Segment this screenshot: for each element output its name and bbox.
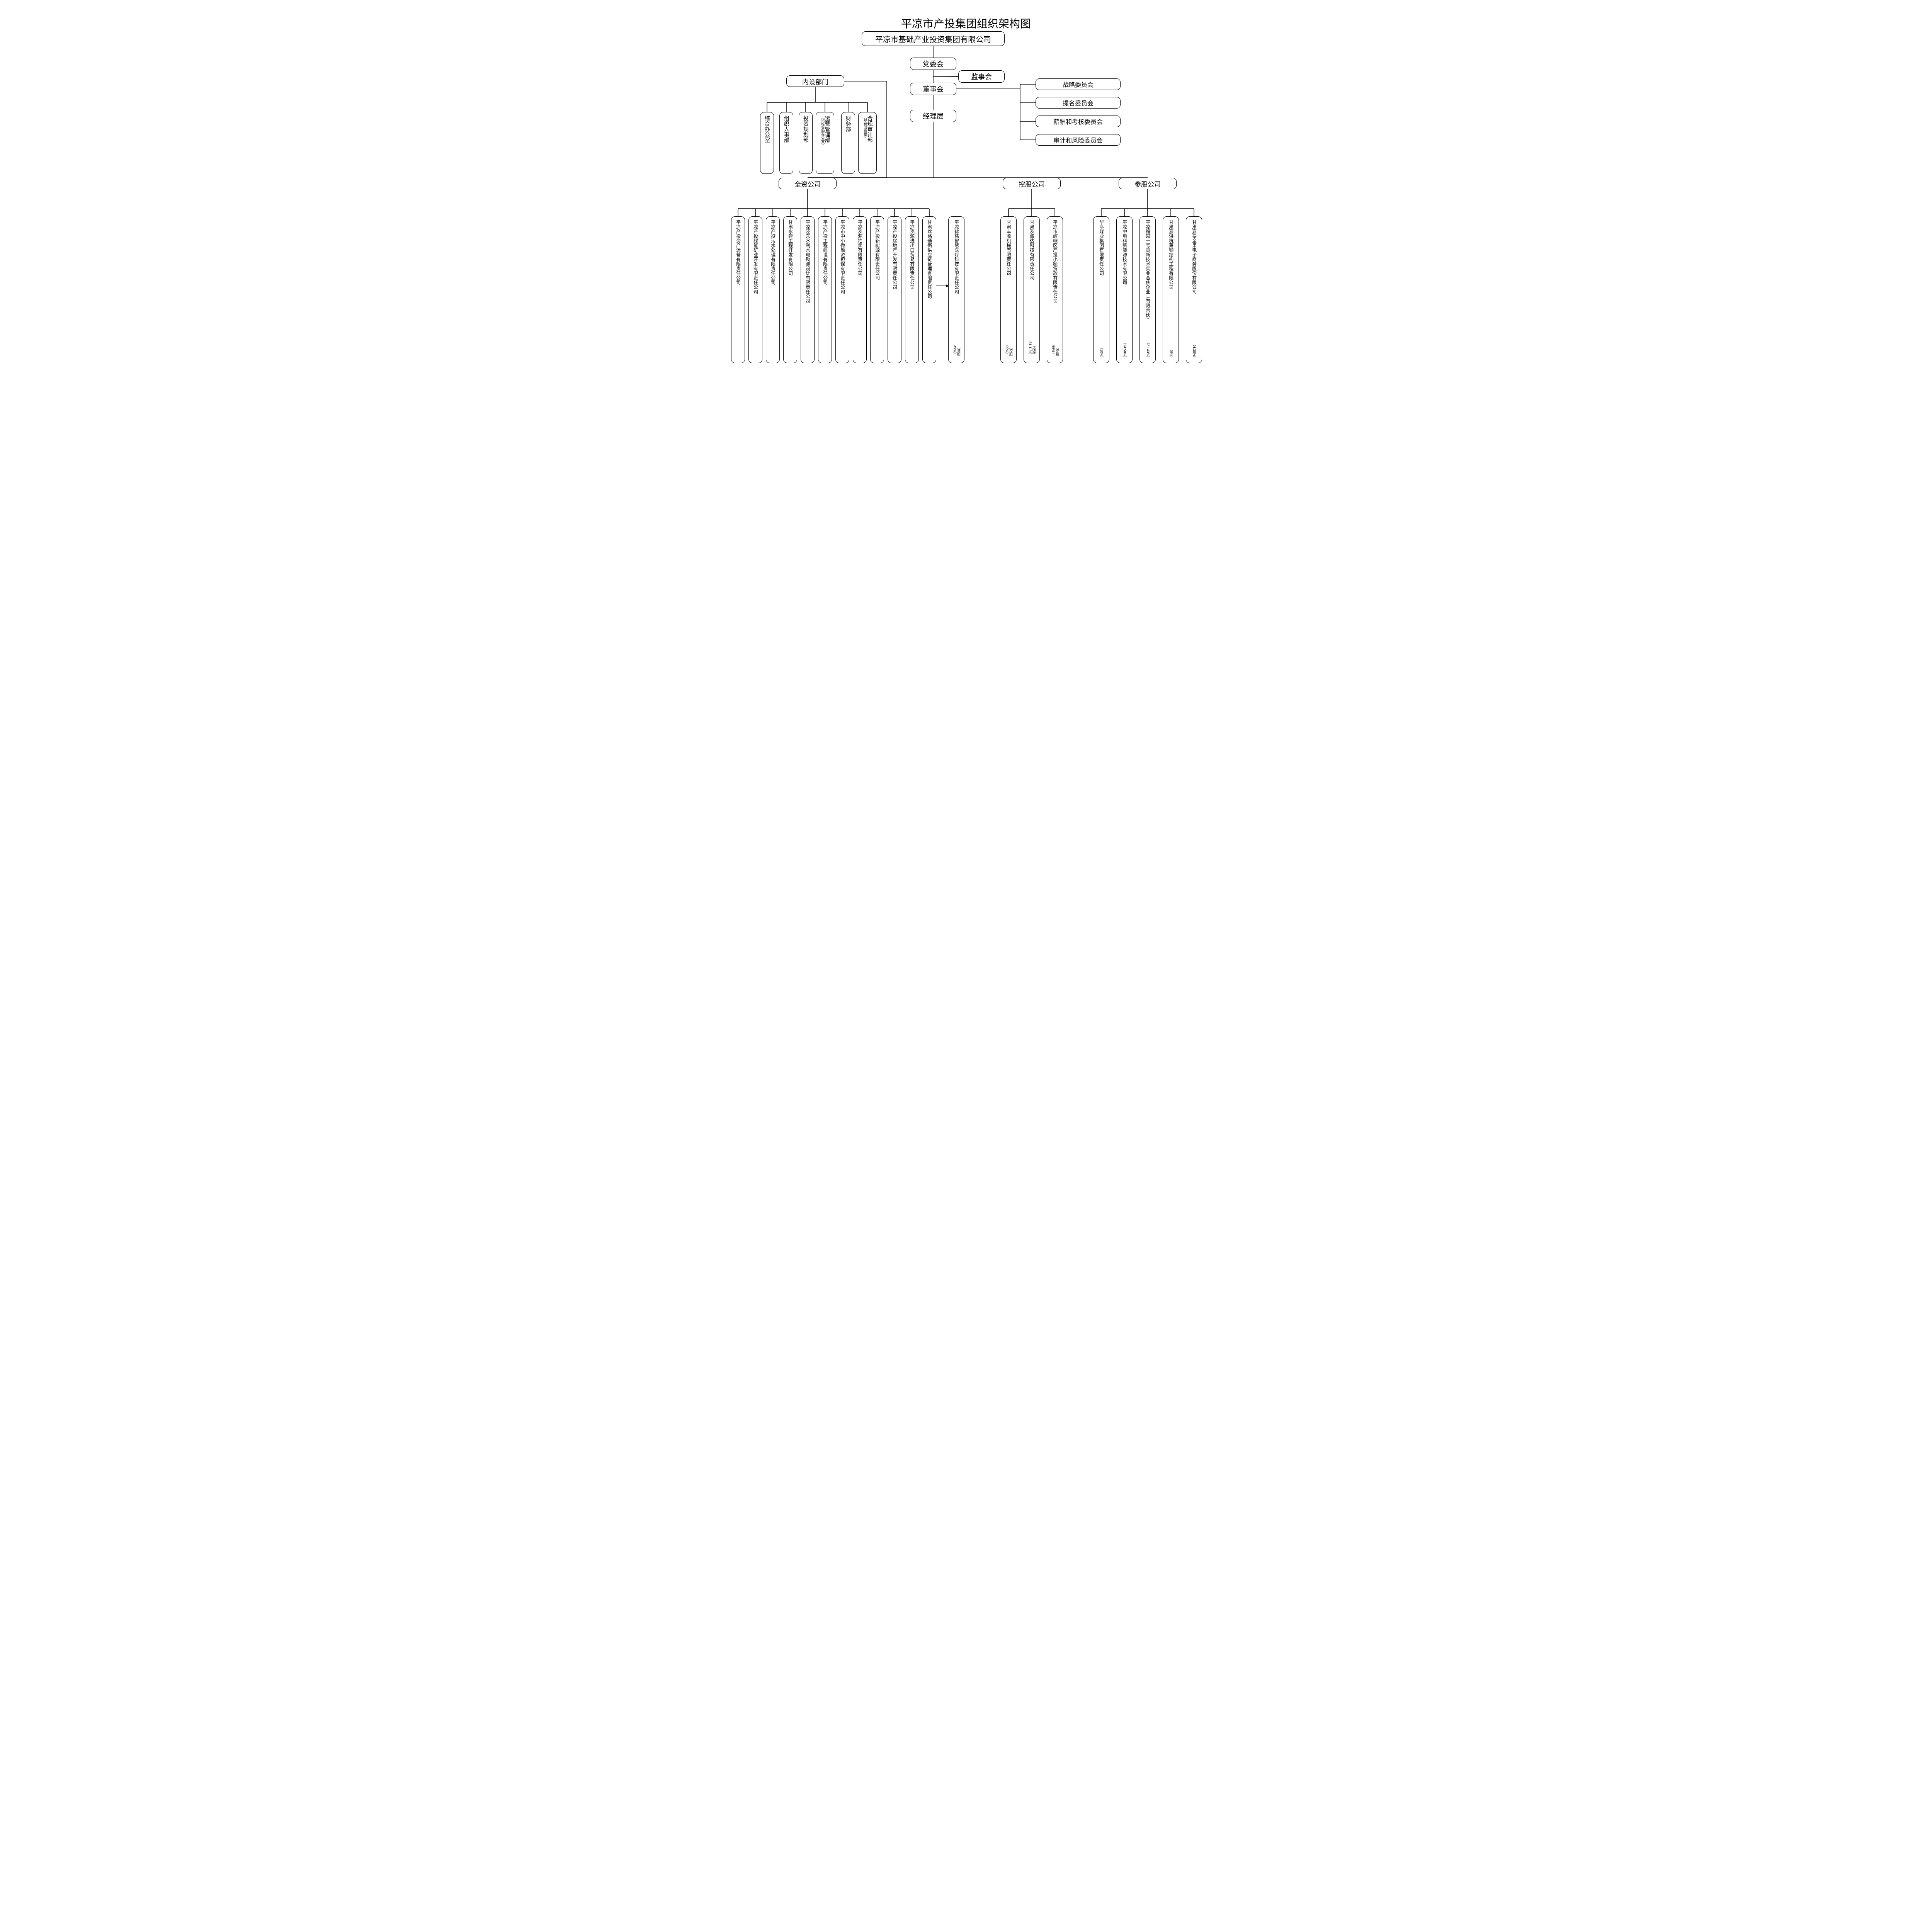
node-root: 平凉市基础产业投资集团有限公司 xyxy=(862,31,1005,46)
node-holding-header: 控股公司 xyxy=(1003,178,1061,189)
node-label: 平凉产投绿能矿业开发有限责任公司 xyxy=(753,220,758,294)
node-equity-item-1: 平凉中电科新能源技术有限公司 （14.58%） xyxy=(1116,216,1133,363)
node-committee-1: 提名委员会 xyxy=(1036,97,1121,109)
node-percentage: （14.58%） xyxy=(1122,341,1126,360)
node-committee-3: 审计和风险委员会 xyxy=(1036,134,1121,146)
node-percentage: （控股61.11%） xyxy=(1028,338,1036,360)
node-label: 平凉产投工程建设有限责任公司 xyxy=(822,220,827,285)
node-label: 甘肃水建工程开发有限公司 xyxy=(787,220,793,275)
node-side-target: 平凉佛慈智慧医疗科技有限责任公司 （参股49%） xyxy=(948,216,964,363)
node-label: 财务部 xyxy=(845,116,851,132)
node-wholly-owned-item-1: 平凉产投绿能矿业开发有限责任公司 xyxy=(748,216,762,363)
node-wholly-owned-item-10: 平凉泓源进出口贸易有限责任公司 xyxy=(905,216,919,363)
node-equity-item-3: 甘肃嘉洪杭萧钢结构工程有限公司 （5%） xyxy=(1163,216,1179,363)
node-wholly-owned-item-4: 平凉泾东水利水电勘测设计有限责任公司 xyxy=(801,216,815,363)
node-label: 平凉泓源拍卖有限责任公司 xyxy=(857,220,862,275)
page-title: 平凉市产投集团组织架构图 xyxy=(850,15,1082,31)
node-equity-item-4: 甘肃嘉泰金果电子商务股份有限公司 （4.38%） xyxy=(1186,216,1202,363)
node-label: 甘肃嘉泰金果电子商务股份有限公司 xyxy=(1191,220,1196,294)
node-label: 甘肃丝路通衢供应链管理有限责任公司 xyxy=(927,220,932,299)
node-label: 平凉产投资产运营有限责任公司 xyxy=(735,220,740,285)
node-internal-dept-0: 综合办公室 xyxy=(760,112,774,174)
node-wholly-owned-item-11: 甘肃丝路通衢供应链管理有限责任公司 xyxy=(922,216,936,363)
node-label: 平凉中电科新能源技术有限公司 xyxy=(1122,220,1127,285)
node-label: 甘肃丰收机械有限责任公司 xyxy=(1006,220,1011,275)
node-wholly-owned-item-5: 平凉产投工程建设有限责任公司 xyxy=(818,216,832,363)
node-wholly-owned-item-0: 平凉产投资产运营有限责任公司 xyxy=(731,216,745,363)
node-wholly-owned-item-9: 平凉产投房地产开发有限责任公司 xyxy=(888,216,901,363)
node-equity-item-2: 平凉福园一号高新技术实业合伙企业（有限合伙） （21.43%） xyxy=(1139,216,1156,363)
node-percentage: （21.43%） xyxy=(1146,341,1150,360)
node-label: 平凉市中小微融资担保有限责任公司 xyxy=(840,220,845,294)
node-equity-header: 参股公司 xyxy=(1119,178,1177,189)
node-percentage: （参股49%） xyxy=(952,342,960,360)
node-wholly-owned-item-7: 平凉泓源拍卖有限责任公司 xyxy=(853,216,867,363)
node-holding-item-1: 甘肃泓盛达科技有限责任公司 （控股61.11%） xyxy=(1024,216,1040,363)
node-internal-dept-1: 组织人事部 xyxy=(779,112,793,174)
node-label: 投资规划部 xyxy=(803,116,808,143)
node-subtext: （纪检监察室） xyxy=(863,116,867,140)
node-management: 经理层 xyxy=(910,110,956,122)
node-label: 甘肃嘉洪杭萧钢结构工程有限公司 xyxy=(1168,220,1173,289)
node-label: 平凉佛慈智慧医疗科技有限责任公司 xyxy=(954,220,959,294)
node-label: 平凉产投污水处理有限责任公司 xyxy=(770,220,775,285)
node-supervisory: 监事会 xyxy=(958,70,1005,83)
node-label: 组织人事部 xyxy=(783,116,789,143)
node-equity-item-0: 华亭煤业集团有限责任公司 （10%） xyxy=(1093,216,1109,363)
node-committee-2: 薪酬和考核委员会 xyxy=(1036,116,1121,127)
node-percentage: （10%） xyxy=(1099,346,1103,360)
node-percentage: （控股65%） xyxy=(1005,342,1012,360)
node-label: 运营管理部 xyxy=(824,116,830,143)
org-chart: 平凉市产投集团组织架构图平凉市基础产业投资集团有限公司党委会董事会监事会经理层 战… xyxy=(696,0,1236,382)
node-internal-dept-4: 财务部 xyxy=(841,112,855,174)
node-internal-dept-5: （纪检监察室）合规审计部 xyxy=(858,112,877,174)
node-holding-item-2: 平凉市崆峒区产投小额贷款有限责任公司 （控股55%） xyxy=(1047,216,1063,363)
node-wholly-owned-item-8: 平凉产投新能源有限责任公司 xyxy=(870,216,884,363)
node-holding-item-0: 甘肃丰收机械有限责任公司 （控股65%） xyxy=(1000,216,1017,363)
node-label: 平凉市崆峒区产投小额贷款有限责任公司 xyxy=(1052,220,1057,303)
node-label: 合规审计部 xyxy=(867,116,872,143)
node-wholly-owned-item-3: 甘肃水建工程开发有限公司 xyxy=(783,216,797,363)
node-percentage: （4.38%） xyxy=(1192,343,1196,360)
node-subtext: （招标采购办公室） xyxy=(820,116,824,147)
node-percentage: （控股55%） xyxy=(1051,342,1059,360)
node-percentage: （5%） xyxy=(1169,348,1173,360)
node-party-committee: 党委会 xyxy=(910,58,956,70)
node-label: 平凉福园一号高新技术实业合伙企业（有限合伙） xyxy=(1145,220,1150,322)
node-board: 董事会 xyxy=(910,83,956,95)
node-label: 平凉泓源进出口贸易有限责任公司 xyxy=(909,220,914,289)
node-label: 华亭煤业集团有限责任公司 xyxy=(1099,220,1104,275)
node-label: 甘肃泓盛达科技有限责任公司 xyxy=(1029,220,1034,280)
node-internal-dept-3: （招标采购办公室）运营管理部 xyxy=(816,112,834,174)
node-wholly-owned-item-2: 平凉产投污水处理有限责任公司 xyxy=(766,216,780,363)
node-label: 平凉泾东水利水电勘测设计有限责任公司 xyxy=(805,220,810,303)
node-internal-header: 内设部门 xyxy=(786,75,844,87)
node-internal-dept-2: 投资规划部 xyxy=(799,112,813,174)
node-label: 平凉产投新能源有限责任公司 xyxy=(874,220,879,280)
node-label: 平凉产投房地产开发有限责任公司 xyxy=(892,220,897,289)
node-wholly-owned-item-6: 平凉市中小微融资担保有限责任公司 xyxy=(835,216,849,363)
node-wholly-owned-header: 全资公司 xyxy=(779,178,837,189)
node-committee-0: 战略委员会 xyxy=(1036,78,1121,90)
node-label: 综合办公室 xyxy=(764,116,770,143)
